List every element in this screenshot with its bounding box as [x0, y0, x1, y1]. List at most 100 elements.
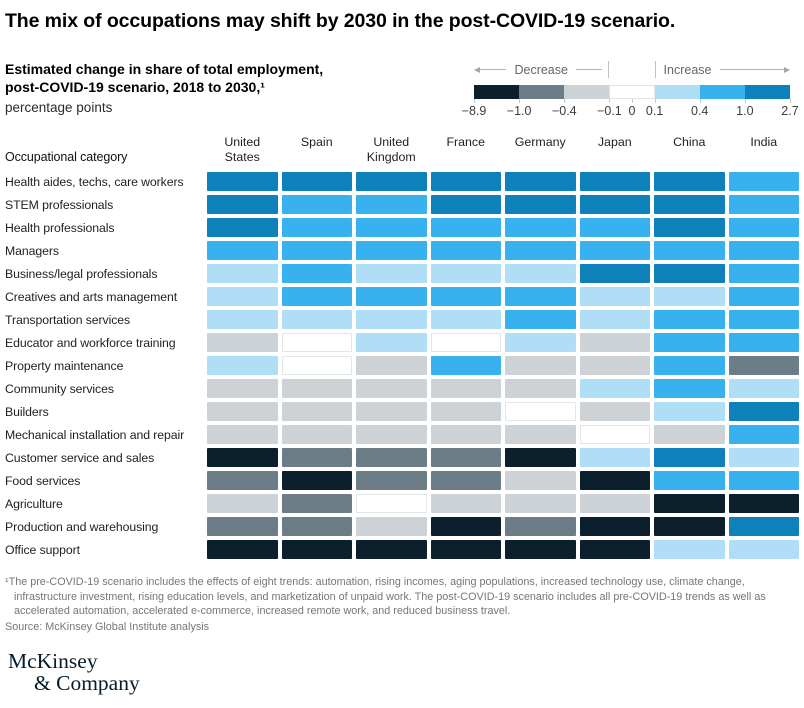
heatmap-row: Creatives and arts management: [5, 287, 799, 307]
heatmap-cell: [281, 218, 352, 238]
heatmap-cell: [505, 540, 576, 560]
heatmap-cell: [207, 540, 278, 560]
heatmap-cell: [430, 517, 501, 537]
row-label: Creatives and arts management: [5, 289, 178, 304]
heatmap-cell: [207, 172, 278, 192]
heatmap-cell: [356, 494, 427, 514]
legend-tick-label: 0: [628, 104, 636, 118]
heatmap-cell: [579, 471, 650, 491]
heatmap-row-cells: [207, 333, 799, 353]
legend-line: [719, 69, 784, 70]
legend-tick-mark: [654, 99, 656, 103]
heatmap-cell: [430, 379, 501, 399]
heatmap-row-cells: [207, 379, 799, 399]
heatmap-cell: [430, 494, 501, 514]
legend-direction-row: Decrease Increase: [474, 61, 790, 78]
legend-color-bar: [474, 85, 790, 99]
heatmap-cell: [654, 517, 725, 537]
heatmap-cell: [728, 172, 799, 192]
heatmap-cell: [207, 195, 278, 215]
heatmap-cell: [207, 425, 278, 445]
heatmap-cell: [579, 379, 650, 399]
heatmap-row-cells: [207, 425, 799, 445]
logo-line-1: McKinsey: [8, 648, 98, 673]
heatmap-cell: [430, 540, 501, 560]
legend-segment-white: [609, 85, 655, 99]
legend-tick-mark: [474, 99, 475, 103]
heatmap-cell: [207, 241, 278, 261]
legend-segment-navy: [474, 85, 520, 99]
heatmap-cell: [281, 402, 352, 422]
heatmap-cell: [207, 264, 278, 284]
heatmap-cell: [654, 471, 725, 491]
heatmap-cell: [356, 356, 427, 376]
heatmap-row: Transportation services: [5, 310, 799, 330]
heatmap-cell: [356, 379, 427, 399]
color-scale-legend: Decrease Increase −8.9 −1.0 −0.4 −0.1 0 0.1 0.…: [462, 60, 799, 119]
heatmap-row: Agriculture: [5, 494, 799, 514]
chart-subtitle: Estimated change in share of total emplo…: [5, 60, 357, 115]
legend-tick-marks: [474, 99, 791, 103]
heatmap-cell: [579, 172, 650, 192]
column-header: Spain: [300, 135, 333, 149]
legend-tick-mark: [519, 99, 521, 103]
legend-tick-labels: −8.9 −1.0 −0.4 −0.1 0 0.1 0.4 1.0 2.7: [462, 103, 799, 119]
legend-tick-mark: [699, 99, 701, 103]
heatmap-row: Office support: [5, 540, 799, 560]
heatmap-cell: [207, 218, 278, 238]
heatmap-cell: [281, 287, 352, 307]
heatmap-cell: [728, 471, 799, 491]
heatmap-row-cells: [207, 517, 799, 537]
heatmap-cell: [654, 402, 725, 422]
heatmap-row-cells: [207, 402, 799, 422]
column-header: Japan: [597, 135, 632, 149]
row-label: Business/legal professionals: [5, 266, 158, 281]
column-header: China: [673, 135, 706, 149]
decrease-label: Decrease: [514, 62, 568, 77]
heatmap-cell: [728, 540, 799, 560]
subtitle-and-legend-row: Estimated change in share of total emplo…: [5, 60, 799, 119]
heatmap-cell: [356, 448, 427, 468]
heatmap-cell: [281, 264, 352, 284]
increase-label: Increase: [663, 62, 712, 77]
row-header-label: Occupational category: [5, 150, 128, 165]
heatmap-cell: [356, 218, 427, 238]
heatmap-row: Health aides, techs, care workers: [5, 172, 799, 192]
heatmap-row: STEM professionals: [5, 195, 799, 215]
arrow-left-icon: [474, 66, 480, 73]
heatmap-cell: [579, 448, 650, 468]
heatmap-cell: [728, 425, 799, 445]
heatmap-cell: [579, 356, 650, 376]
heatmap-cell: [728, 356, 799, 376]
column-header: France: [446, 135, 486, 149]
heatmap-cell: [430, 241, 501, 261]
heatmap-cell: [207, 448, 278, 468]
heatmap-cell: [281, 195, 352, 215]
legend-segment-lightblue: [654, 85, 700, 99]
heatmap-cell: [579, 517, 650, 537]
legend-tick-label: 0.1: [645, 104, 664, 118]
heatmap-cell: [579, 494, 650, 514]
heatmap-cell: [430, 264, 501, 284]
legend-tick-mark: [744, 99, 746, 103]
heatmap-cell: [356, 425, 427, 445]
heatmap-cell: [281, 310, 352, 330]
heatmap-cell: [281, 172, 352, 192]
heatmap-cell: [356, 517, 427, 537]
heatmap-cell: [505, 356, 576, 376]
heatmap-row: Business/legal professionals: [5, 264, 799, 284]
column-headers: United States Spain United Kingdom France Ge…: [207, 135, 799, 164]
heatmap-row-cells: [207, 356, 799, 376]
heatmap-row: Property maintenance: [5, 356, 799, 376]
heatmap-row: Educator and workforce training: [5, 333, 799, 353]
heatmap-row: Health professionals: [5, 218, 799, 238]
heatmap-cell: [654, 379, 725, 399]
heatmap-cell: [207, 287, 278, 307]
heatmap-row-cells: [207, 241, 799, 261]
heatmap-cell: [505, 379, 576, 399]
legend-segment-blue: [699, 85, 745, 99]
row-label: Builders: [5, 404, 49, 419]
heatmap-cell: [728, 379, 799, 399]
heatmap-row: Mechanical installation and repair: [5, 425, 799, 445]
heatmap-row-cells: [207, 264, 799, 284]
